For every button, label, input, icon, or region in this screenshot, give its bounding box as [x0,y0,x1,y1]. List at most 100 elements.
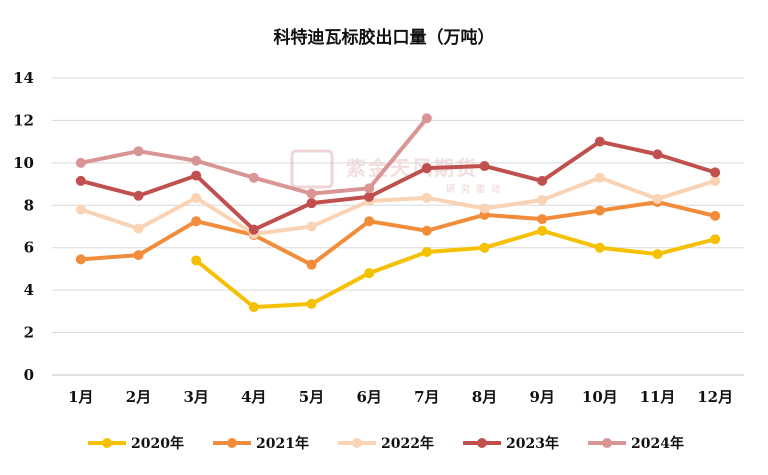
data-point [710,167,721,178]
legend-item: 2024年 [588,435,684,452]
y-tick-label: 12 [13,111,34,129]
data-point [133,250,144,261]
data-point [306,259,317,270]
data-point [75,175,86,186]
series-2020年 [191,225,721,313]
y-tick-label: 8 [24,196,34,214]
series-2023年 [75,136,721,235]
x-tick-label: 4月 [241,388,266,406]
data-point [594,172,605,183]
chart-title: 科特迪瓦标胶出口量（万吨） [274,27,495,48]
watermark: 紫金天风期货 研究驱动 [290,149,506,195]
legend-swatch-marker [602,438,612,448]
data-point [75,254,86,265]
data-point [652,249,663,260]
data-point [75,157,86,168]
x-tick-label: 12月 [697,388,733,406]
series-line [194,228,718,310]
data-point [248,302,259,313]
data-point [421,113,432,124]
data-point [537,225,548,236]
legend-item: 2023年 [463,435,559,452]
data-point [421,163,432,174]
data-point [133,146,144,157]
data-point [710,210,721,221]
y-tick-label: 10 [13,154,34,172]
data-point [594,205,605,216]
data-point [652,149,663,160]
y-tick-label: 2 [24,324,34,342]
y-axis-ticks: 0 2 4 6 8 10 12 14 [13,69,34,384]
legend-label: 2023年 [506,435,559,452]
watermark-logo-icon [290,149,334,189]
legend-label: 2021年 [256,435,309,452]
x-tick-label: 7月 [414,388,439,406]
x-tick-label: 5月 [299,388,324,406]
data-point [537,214,548,225]
data-point [306,298,317,309]
grid [52,77,744,376]
data-point [191,255,202,266]
series-line [78,200,718,267]
data-point [421,225,432,236]
series-line [78,139,718,232]
legend-label: 2020年 [131,435,184,452]
data-point [191,216,202,227]
legend-swatch-marker [102,438,112,448]
data-point [652,193,663,204]
legend-item: 2020年 [88,435,184,452]
watermark-sub-text: 研究驱动 [446,183,506,195]
data-point [710,234,721,245]
data-point [306,188,317,199]
data-point [537,194,548,205]
legend-label: 2022年 [381,435,434,452]
data-point [594,136,605,147]
x-tick-label: 11月 [640,388,676,406]
data-point [479,242,490,253]
x-tick-label: 9月 [529,388,554,406]
x-tick-label: 3月 [183,388,208,406]
legend-swatch-marker [352,438,362,448]
data-point [479,161,490,172]
x-tick-label: 2月 [126,388,151,406]
data-point [479,203,490,214]
data-point [133,223,144,234]
data-point [594,242,605,253]
data-point [248,172,259,183]
data-point [75,204,86,215]
data-point [248,224,259,235]
data-point [710,175,721,186]
legend-swatch-marker [477,438,487,448]
data-point [364,216,375,227]
data-point [364,268,375,279]
data-point [133,190,144,201]
y-tick-label: 0 [24,366,34,384]
y-tick-label: 4 [24,281,34,299]
legend: 2020年 2021年 2022年 2023年 2024年 [88,435,684,452]
legend-item: 2021年 [213,435,309,452]
data-point [306,198,317,209]
data-point [421,192,432,203]
data-point [306,221,317,232]
data-point [364,183,375,194]
y-tick-label: 6 [24,239,34,257]
series-2021年 [75,197,721,270]
data-point [191,192,202,203]
series-2024年 [75,113,432,199]
data-point [191,155,202,166]
x-tick-label: 6月 [356,388,381,406]
legend-label: 2024年 [631,435,684,452]
data-point [537,175,548,186]
x-tick-label: 8月 [472,388,497,406]
legend-item: 2022年 [338,435,434,452]
data-point [421,246,432,257]
y-tick-label: 14 [13,69,34,87]
x-tick-label: 10月 [582,388,618,406]
legend-swatch-marker [227,438,237,448]
series-line [78,175,718,236]
data-point [364,191,375,202]
series-group [75,113,721,313]
data-point [191,170,202,181]
x-axis-ticks: 1月 2月 3月 4月 5月 6月 7月 8月 9月 10月 11月 12月 [68,388,733,406]
